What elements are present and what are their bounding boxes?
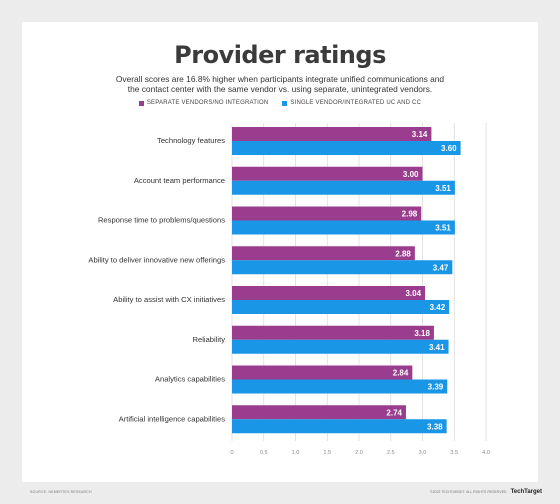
- bar-value-label: 3.47: [433, 263, 449, 272]
- category-label: Artificial intelligence capabilities: [119, 414, 226, 423]
- category-label: Account team performance: [134, 176, 225, 185]
- bar-separate: [232, 286, 426, 300]
- bar-separate: [232, 246, 415, 261]
- bar-value-label: 3.18: [414, 329, 430, 338]
- bar-value-label: 3.60: [441, 144, 457, 153]
- bar-value-label: 3.51: [435, 184, 451, 193]
- category-label: Ability to deliver innovative new offeri…: [88, 255, 225, 264]
- bar-single: [232, 379, 448, 394]
- chart-legend: SEPARATE VENDORS/NO INTEGRATION SINGLE V…: [0, 100, 560, 106]
- legend-label-separate: SEPARATE VENDORS/NO INTEGRATION: [146, 100, 269, 106]
- bar-value-label: 2.98: [402, 210, 418, 219]
- bar-value-label: 3.39: [428, 383, 444, 392]
- techtarget-logo: TechTarget: [510, 489, 543, 495]
- legend-swatch-separate: [138, 100, 144, 106]
- bar-separate: [232, 206, 422, 221]
- source-note: SOURCE: NEMERTES RESEARCH: [30, 490, 92, 494]
- bar-value-label: 3.14: [412, 130, 428, 139]
- bar-separate: [232, 166, 423, 181]
- bar-value-label: 3.04: [405, 289, 421, 298]
- bar-single: [232, 260, 453, 275]
- subtitle-line: the contact center with the same vendor …: [127, 84, 433, 94]
- bar-value-label: 3.38: [427, 422, 443, 431]
- category-label: Ability to assist with CX initiatives: [113, 295, 225, 304]
- x-tick-label: 3.5: [450, 450, 458, 456]
- category-label: Analytics capabilities: [155, 375, 225, 384]
- x-tick-label: 2.0: [355, 450, 363, 456]
- bar-value-label: 3.51: [435, 224, 451, 233]
- bar-single: [232, 180, 455, 195]
- legend-swatch-single: [282, 100, 288, 106]
- subtitle-line: Overall scores are 16.8% higher when par…: [115, 74, 445, 84]
- x-tick-label: 1.0: [292, 450, 300, 456]
- bar-value-label: 2.84: [393, 369, 409, 378]
- bar-separate: [232, 365, 413, 380]
- legend-item-single: SINGLE VENDOR/INTEGRATED UC AND CC: [282, 100, 421, 106]
- bar-single: [232, 339, 449, 354]
- category-label: Reliability: [193, 335, 226, 344]
- bar-value-label: 2.74: [386, 408, 402, 417]
- bar-separate: [232, 127, 432, 141]
- bar-single: [232, 220, 455, 235]
- chart-title: Provider ratings: [174, 41, 386, 69]
- category-label: Technology features: [157, 136, 225, 145]
- x-tick-label: 0.5: [260, 450, 268, 456]
- x-tick-label: 3.0: [419, 450, 427, 456]
- bar-single: [232, 419, 447, 434]
- x-tick-label: 4.0: [482, 450, 490, 456]
- x-tick-label: 2.5: [387, 450, 395, 456]
- bar-separate: [232, 405, 406, 420]
- chart-subtitle: Overall scores are 16.8% higher when par…: [0, 74, 560, 94]
- x-tick-label: 1.5: [323, 450, 331, 456]
- legend-label-single: SINGLE VENDOR/INTEGRATED UC AND CC: [290, 100, 422, 106]
- legend-item-separate: SEPARATE VENDORS/NO INTEGRATION: [138, 100, 269, 106]
- bar-separate: [232, 325, 434, 340]
- bar-single: [232, 300, 450, 314]
- bar-single: [232, 141, 461, 155]
- bar-value-label: 3.00: [403, 170, 419, 179]
- bar-value-label: 3.41: [429, 343, 445, 352]
- bar-value-label: 2.88: [395, 249, 411, 258]
- bar-value-label: 3.42: [430, 303, 446, 312]
- footer-credit: ©2023 TECHTARGET. ALL RIGHTS RESERVED Te…: [430, 489, 542, 495]
- x-tick-label: 0: [230, 450, 233, 456]
- copyright-text: ©2023 TECHTARGET. ALL RIGHTS RESERVED: [430, 490, 507, 494]
- category-label: Response time to problems/questions: [98, 216, 225, 225]
